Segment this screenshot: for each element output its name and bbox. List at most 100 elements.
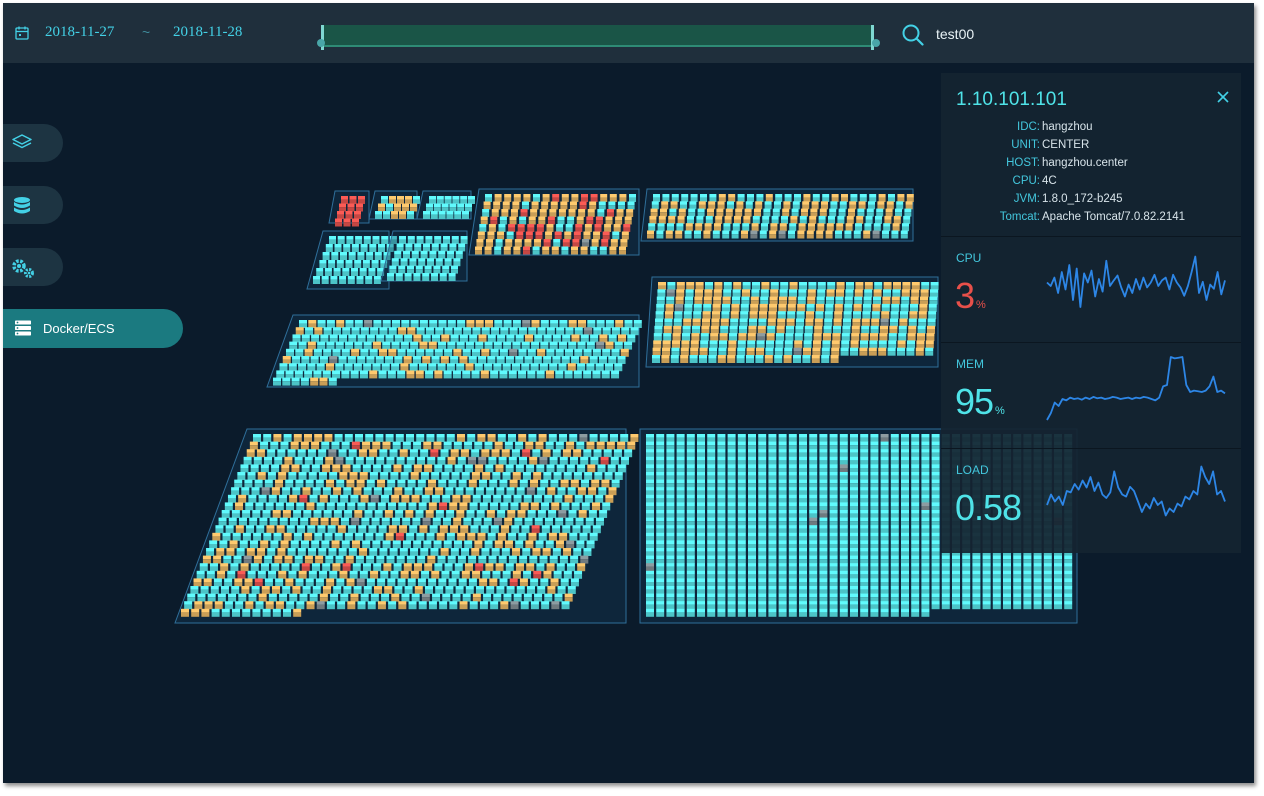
server-node[interactable] [469, 604, 478, 610]
server-node[interactable] [315, 559, 324, 564]
server-node[interactable] [403, 359, 412, 364]
server-node[interactable] [357, 506, 366, 511]
server-node[interactable] [432, 597, 441, 602]
server-node[interactable] [209, 566, 218, 572]
server-node[interactable] [508, 227, 516, 232]
server-node[interactable] [774, 351, 783, 356]
server-node[interactable] [504, 445, 513, 450]
server-node[interactable] [705, 219, 713, 224]
server-node[interactable] [556, 227, 564, 232]
server-node[interactable] [333, 490, 342, 496]
server-node[interactable] [656, 445, 665, 450]
server-node[interactable] [842, 329, 851, 334]
server-node[interactable] [656, 528, 665, 534]
server-node[interactable] [393, 468, 402, 473]
server-node[interactable] [660, 212, 667, 217]
server-node[interactable] [804, 336, 813, 342]
server-node[interactable] [872, 307, 881, 312]
server-node[interactable] [770, 226, 778, 232]
server-node[interactable] [407, 582, 416, 587]
server-node[interactable] [423, 247, 430, 252]
server-node[interactable] [417, 582, 426, 587]
server-node[interactable] [475, 566, 484, 572]
server-node[interactable] [778, 498, 787, 503]
server-node[interactable] [447, 460, 456, 465]
server-node[interactable] [829, 452, 838, 458]
server-node[interactable] [310, 381, 319, 386]
server-node[interactable] [331, 544, 340, 549]
server-node[interactable] [485, 323, 493, 328]
server-node[interactable] [758, 437, 767, 442]
server-node[interactable] [232, 612, 240, 617]
server-node[interactable] [608, 205, 616, 210]
server-node[interactable] [748, 452, 756, 458]
server-node[interactable] [413, 276, 421, 281]
server-node[interactable] [504, 521, 513, 526]
server-node[interactable] [911, 452, 920, 458]
server-node[interactable] [885, 212, 893, 217]
server-node[interactable] [245, 604, 254, 610]
server-node[interactable] [809, 513, 818, 518]
server-node[interactable] [656, 483, 665, 488]
cluster-group[interactable] [266, 314, 642, 388]
server-node[interactable] [253, 536, 262, 541]
server-node[interactable] [438, 323, 447, 328]
server-node[interactable] [561, 506, 570, 511]
server-node[interactable] [402, 207, 409, 212]
server-node[interactable] [528, 437, 537, 442]
server-node[interactable] [630, 330, 639, 336]
server-node[interactable] [565, 227, 573, 232]
server-node[interactable] [605, 366, 613, 372]
server-node[interactable] [501, 212, 509, 217]
server-node[interactable] [852, 322, 861, 327]
server-node[interactable] [380, 574, 389, 579]
server-node[interactable] [319, 263, 327, 268]
server-node[interactable] [770, 285, 779, 290]
server-node[interactable] [893, 285, 901, 290]
server-node[interactable] [335, 222, 342, 227]
server-node[interactable] [883, 285, 892, 290]
server-node[interactable] [354, 323, 363, 328]
server-node[interactable] [802, 358, 811, 363]
server-node[interactable] [686, 452, 695, 458]
server-node[interactable] [904, 212, 912, 217]
server-node[interactable] [313, 513, 322, 518]
server-node[interactable] [594, 227, 602, 232]
server-node[interactable] [521, 345, 530, 350]
server-node[interactable] [434, 566, 443, 572]
server-node[interactable] [900, 307, 909, 312]
server-node[interactable] [667, 285, 676, 290]
server-node[interactable] [299, 323, 307, 328]
server-node[interactable] [377, 506, 386, 511]
server-node[interactable] [549, 212, 557, 217]
server-node[interactable] [321, 445, 330, 450]
server-node[interactable] [552, 551, 561, 556]
server-node[interactable] [417, 483, 426, 488]
server-node[interactable] [421, 574, 430, 579]
server-node[interactable] [376, 338, 385, 343]
server-node[interactable] [363, 345, 372, 350]
server-node[interactable] [709, 351, 717, 356]
server-node[interactable] [788, 445, 797, 450]
server-node[interactable] [490, 506, 499, 511]
start-date-input[interactable]: 2018-11-27 [45, 24, 115, 40]
server-node[interactable] [902, 226, 909, 232]
sidebar-item-docker-ecs[interactable]: Docker/ECS [3, 309, 183, 348]
server-node[interactable] [434, 239, 442, 244]
server-node[interactable] [314, 330, 323, 336]
server-node[interactable] [483, 597, 492, 602]
server-node[interactable] [268, 597, 277, 602]
server-node[interactable] [737, 506, 746, 511]
server-node[interactable] [300, 445, 309, 450]
server-node[interactable] [348, 528, 357, 534]
server-node[interactable] [433, 445, 442, 450]
server-node[interactable] [717, 521, 726, 526]
server-node[interactable] [778, 506, 787, 511]
server-node[interactable] [309, 498, 318, 503]
server-node[interactable] [774, 204, 781, 210]
server-node[interactable] [748, 513, 756, 518]
server-node[interactable] [240, 468, 249, 473]
server-node[interactable] [478, 338, 487, 343]
server-node[interactable] [767, 322, 776, 327]
server-node[interactable] [413, 544, 422, 549]
